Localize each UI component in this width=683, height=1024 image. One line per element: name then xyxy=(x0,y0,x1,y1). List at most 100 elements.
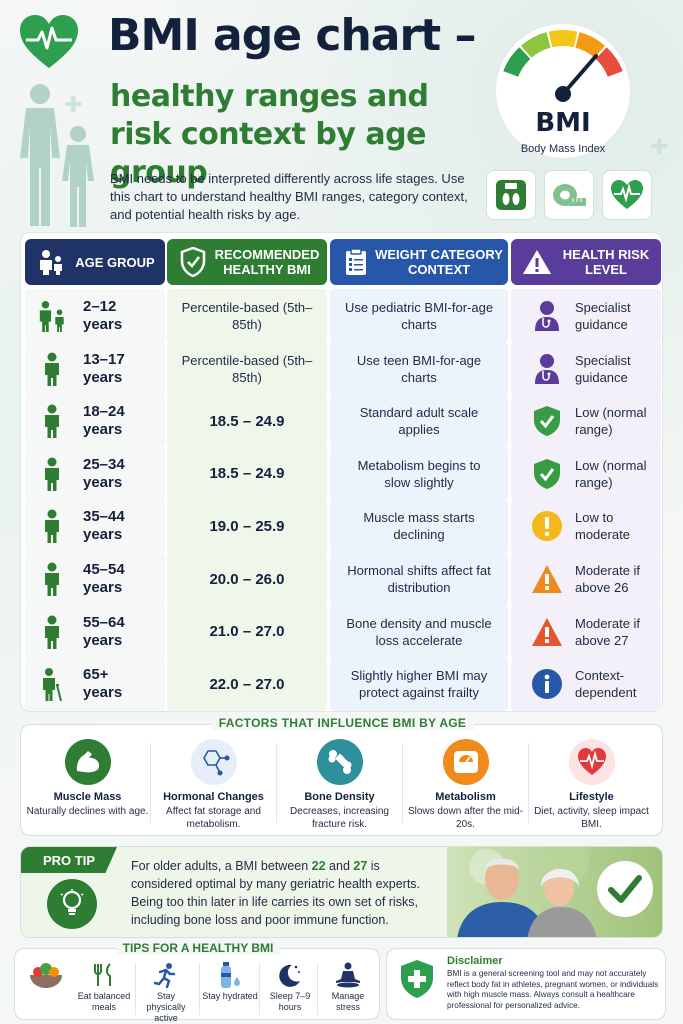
header-age-group: AGE GROUP xyxy=(25,239,165,285)
category-text: Standard adult scale applies xyxy=(359,405,479,438)
bmi-cell: 21.0 – 27.0 xyxy=(167,604,327,659)
divider xyxy=(259,963,260,1015)
tips-title: TIPS FOR A HEALTHY BMI xyxy=(116,941,280,955)
category-cell: Standard adult scale applies xyxy=(330,394,508,449)
category-cell: Hormonal shifts affect fat distribution xyxy=(330,552,508,606)
category-cell: Muscle mass starts declining xyxy=(330,499,508,554)
category-cell: Use pediatric BMI-for-age charts xyxy=(330,289,508,343)
parent-child-icon xyxy=(33,244,69,280)
bmi-value: 18.5 – 24.9 xyxy=(209,465,285,483)
category-text: Use teen BMI-for-age charts xyxy=(356,352,482,385)
table-row: 55–64 years 21.0 – 27.0 Bone density and… xyxy=(25,604,661,659)
header-health-risk: HEALTH RISK LEVEL xyxy=(511,239,661,285)
factor-desc: Slows down after the mid-20s. xyxy=(407,806,524,830)
warning-red-icon xyxy=(531,616,563,648)
warning-icon xyxy=(519,244,555,280)
water-bottle-icon xyxy=(201,961,259,989)
age-group-label: 65+ years xyxy=(83,666,123,702)
tip-item: Stay hydrated xyxy=(201,961,259,1002)
factors-panel: FACTORS THAT INFLUENCE BMI BY AGE Muscle… xyxy=(20,716,663,836)
gauge-segment xyxy=(595,47,623,78)
parent-child-icon xyxy=(37,299,67,333)
factor-desc: Decreases, increasing fracture risk. xyxy=(290,806,389,830)
category-text: Slightly higher BMI may protect against … xyxy=(350,668,488,701)
elderly-person-icon xyxy=(37,667,67,702)
doctor-icon xyxy=(531,300,563,332)
bmi-cell: 18.5 – 24.9 xyxy=(167,446,327,501)
age-cell: 65+ years xyxy=(25,657,165,712)
risk-cell: Low (normal range) xyxy=(511,446,661,501)
factor-name: Muscle Mass xyxy=(53,791,122,803)
tips-panel: TIPS FOR A HEALTHY BMI Eat balanced meal… xyxy=(14,941,380,1023)
divider xyxy=(317,963,318,1015)
age-cell: 18–24 years xyxy=(25,394,165,449)
heart-pulse-icon xyxy=(602,170,652,220)
intro-text: BMI needs to be interpreted differently … xyxy=(110,171,468,222)
bmi-cell: 20.0 – 26.0 xyxy=(167,552,327,606)
shield-check-icon xyxy=(531,405,563,437)
person-icon xyxy=(37,615,67,649)
scale-icon xyxy=(442,739,489,785)
risk-text: Low to moderate xyxy=(575,510,630,543)
bmi-value: Percentile-based (5th–85th) xyxy=(181,352,313,385)
gauge-sublabel: Body Mass Index xyxy=(520,143,606,155)
person-icon xyxy=(37,457,67,491)
tip-item: Sleep 7–9 hours xyxy=(261,961,319,1013)
warning-orange-icon xyxy=(531,563,563,595)
gauge-segment xyxy=(575,32,605,58)
bone-icon xyxy=(316,739,363,785)
bmi-cell: 18.5 – 24.9 xyxy=(167,394,327,449)
category-text: Metabolism begins to slow slightly xyxy=(357,457,481,490)
factor-name: Metabolism xyxy=(435,791,496,803)
risk-cell: Moderate if above 27 xyxy=(511,604,661,659)
risk-cell: Moderate if above 26 xyxy=(511,552,661,606)
heart-pulse-icon xyxy=(568,739,615,785)
heart-pulse-icon xyxy=(20,15,78,68)
table-row: 35–44 years 19.0 – 25.9 Muscle mass star… xyxy=(25,499,661,554)
person-icon xyxy=(37,404,67,439)
age-group-label: 25–34 years xyxy=(83,455,125,491)
pro-tip-panel: PRO TIP For older adults, a BMI between … xyxy=(20,846,663,938)
bmi-cell: Percentile-based (5th–85th) xyxy=(167,289,327,343)
age-group-label: 35–44 years xyxy=(83,508,125,544)
bmi-cell: 19.0 – 25.9 xyxy=(167,499,327,554)
risk-text: Context-dependent xyxy=(575,668,637,701)
tip-item: Stay physically active xyxy=(137,961,195,1024)
factor-item: Muscle Mass Naturally declines with age. xyxy=(25,739,150,835)
tip-item xyxy=(17,961,75,991)
gauge-segment xyxy=(548,30,578,48)
disclaimer-title: Disclaimer xyxy=(447,955,503,967)
person-icon xyxy=(37,509,67,544)
age-cell: 55–64 years xyxy=(25,604,165,659)
shield-check-icon xyxy=(531,458,563,490)
risk-cell: Specialist guidance xyxy=(511,289,661,343)
bmi-value: 18.5 – 24.9 xyxy=(209,412,285,430)
divider xyxy=(199,963,200,1015)
age-group-label: 18–24 years xyxy=(83,403,125,439)
moon-icon xyxy=(261,961,319,989)
table-row: 25–34 years 18.5 – 24.9 Metabolism begin… xyxy=(25,446,661,501)
category-text: Muscle mass starts declining xyxy=(363,510,475,543)
measuring-tape-icon xyxy=(544,170,594,220)
plus-decoration-icon: ✚ xyxy=(64,92,83,117)
page-title: BMI age chart – xyxy=(108,10,477,61)
lightbulb-icon xyxy=(47,879,97,929)
bmi-value: Percentile-based (5th–85th) xyxy=(181,300,313,332)
gauge-segment xyxy=(503,47,531,78)
shield-plus-icon xyxy=(401,960,433,998)
age-cell: 2–12 years xyxy=(25,289,165,343)
tip-label: Eat balanced meals xyxy=(77,991,131,1012)
risk-text: Moderate if above 26 xyxy=(575,563,641,595)
factor-name: Hormonal Changes xyxy=(163,791,264,803)
factor-name: Lifestyle xyxy=(569,791,614,803)
factor-desc: Affect fat storage and metabolism. xyxy=(166,806,261,830)
factors-title: FACTORS THAT INFLUENCE BMI BY AGE xyxy=(210,716,475,730)
divider xyxy=(135,963,136,1015)
risk-cell: Low to moderate xyxy=(511,499,661,554)
table-row: 13–17 years Percentile-based (5th–85th) … xyxy=(25,341,661,396)
age-cell: 13–17 years xyxy=(25,341,165,396)
family-silhouette-icon xyxy=(20,84,94,227)
table-row: 45–54 years 20.0 – 26.0 Hormonal shifts … xyxy=(25,552,661,606)
person-icon xyxy=(37,352,67,386)
factor-desc: Naturally declines with age. xyxy=(26,806,149,817)
